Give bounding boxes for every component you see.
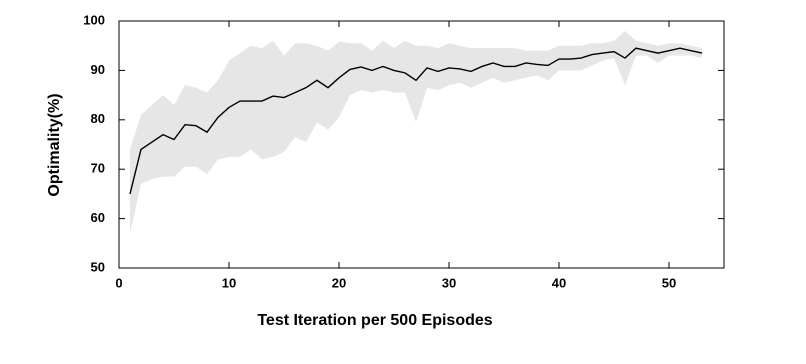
x-tick-label: 20 [332,275,346,290]
y-tick-label: 60 [91,210,105,225]
x-axis-title: Test Iteration per 500 Episodes [257,312,492,329]
x-tick-label: 40 [552,275,566,290]
x-tick-label: 0 [115,275,122,290]
y-axis-title: Optimality(%) [46,93,63,196]
y-tick-label: 100 [83,12,105,27]
y-tick-label: 80 [91,111,105,126]
y-tick-label: 70 [91,161,105,176]
x-tick-label: 50 [662,275,676,290]
range-band [130,30,702,234]
line [129,47,703,195]
x-tick-label: 30 [442,275,456,290]
y-tick-label: 90 [91,62,105,77]
plot-frame [118,20,725,269]
y-tick-label: 50 [91,259,105,274]
x-tick-label: 10 [222,275,236,290]
